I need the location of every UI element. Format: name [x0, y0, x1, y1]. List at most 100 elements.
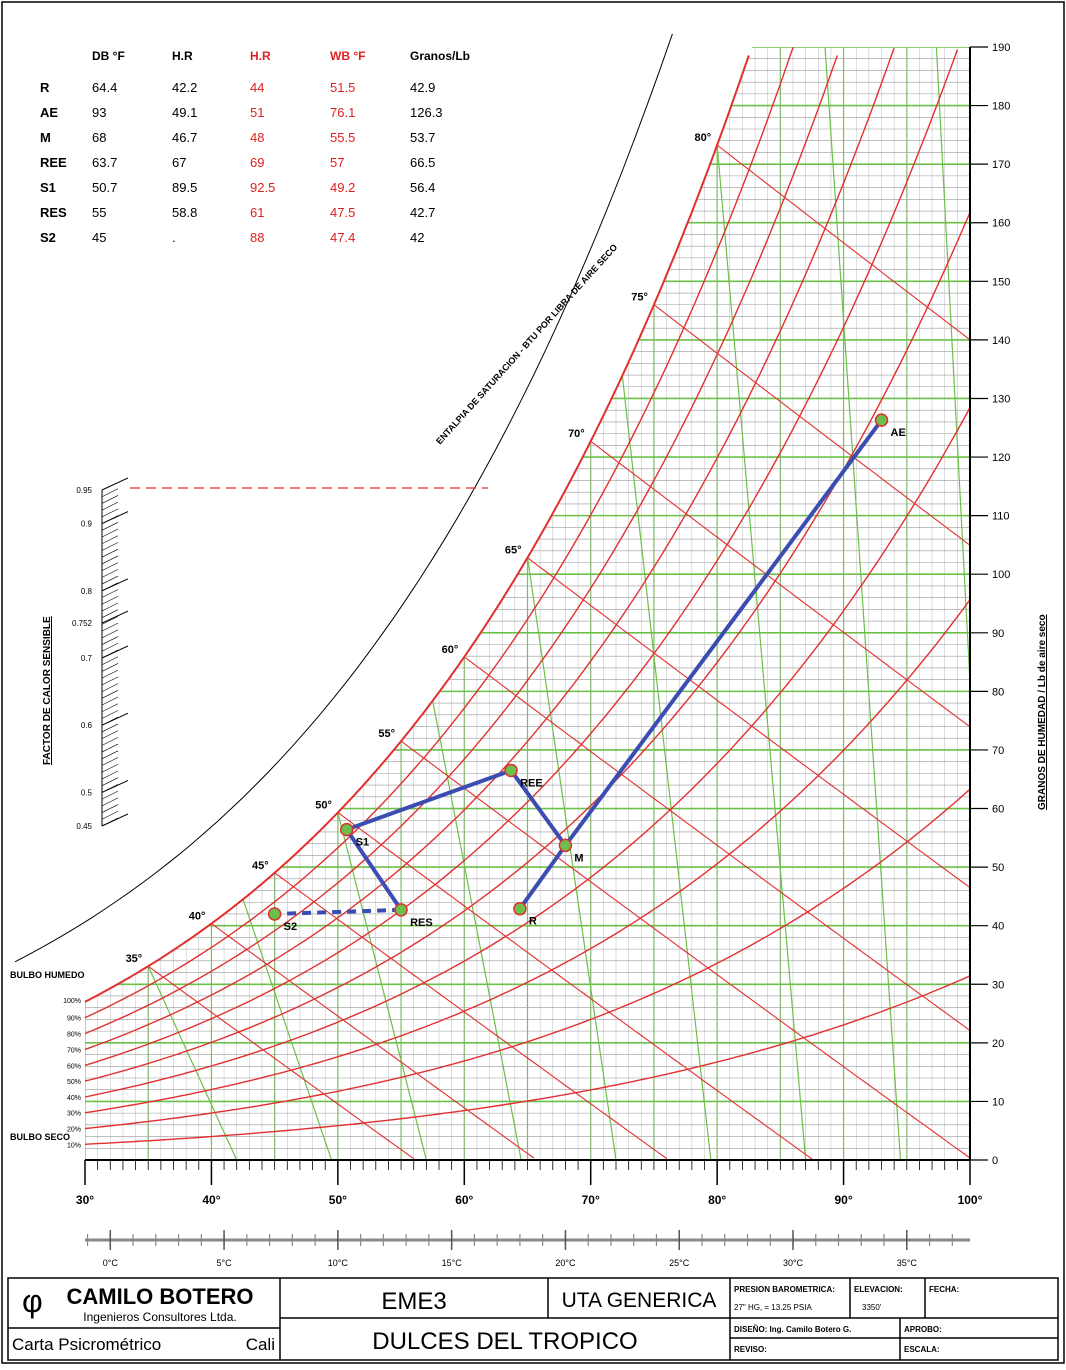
table-cell: 61	[250, 205, 264, 220]
shf-minor	[101, 562, 119, 571]
table-cell: .	[172, 230, 176, 245]
wet-bulb-line	[337, 812, 813, 1160]
table-cell: 47.4	[330, 230, 355, 245]
y-tick-label: 110	[992, 511, 1010, 523]
table-cell: 57	[330, 155, 344, 170]
process-line	[509, 769, 568, 847]
celsius-label: 10°C	[328, 1258, 349, 1268]
volume-line	[906, 47, 970, 1160]
rh-label: 80%	[67, 1032, 81, 1039]
table-cell: 45	[92, 230, 106, 245]
wet-bulb-line	[400, 740, 970, 1159]
y-tick-label: 90	[992, 628, 1004, 640]
shf-label: 0.6	[81, 721, 93, 730]
point-label: R	[529, 916, 537, 928]
shf-minor	[101, 716, 119, 726]
rh-curve	[84, 47, 895, 1051]
table-cell: S1	[40, 180, 56, 195]
chart-name: Carta Psicrométrico	[12, 1335, 161, 1354]
client: DULCES DEL TROPICO	[372, 1328, 637, 1355]
table-cell: 69	[250, 155, 264, 170]
shf-minor	[101, 663, 119, 672]
table-cell: 51	[250, 105, 264, 120]
point-label: M	[574, 852, 583, 864]
table-cell: 42	[410, 230, 424, 245]
wet-bulb-label: 60°	[442, 644, 459, 656]
table-cell: 49.1	[172, 105, 197, 120]
shf-label: 0.7	[81, 654, 93, 663]
table-cell: 50.7	[92, 180, 117, 195]
wet-bulb-line	[274, 872, 667, 1159]
state-point	[558, 838, 573, 853]
wet-bulb-label: 50°	[315, 800, 332, 812]
elevation-label: ELEVACION:	[854, 1285, 903, 1294]
table-cell: 93	[92, 105, 106, 120]
unit: UTA GENERICA	[562, 1289, 717, 1312]
shf-minor	[101, 750, 119, 760]
shf-minor	[101, 508, 119, 518]
shf-minor	[101, 669, 119, 679]
wet-bulb-line	[527, 557, 970, 889]
shf-tick	[101, 477, 129, 491]
volume-line	[337, 812, 427, 1160]
rh-curve	[84, 212, 971, 1082]
elevation: 3350'	[862, 1303, 882, 1312]
shf-minor	[101, 804, 119, 813]
state-point	[513, 901, 527, 916]
shf-minor	[101, 488, 119, 497]
volume-line	[621, 375, 712, 1160]
y-tick-label: 0	[992, 1155, 998, 1167]
shf-minor	[101, 676, 119, 686]
reviewed: REVISO:	[734, 1345, 767, 1354]
pressure: 27" HG, = 13.25 PSIA	[734, 1303, 812, 1312]
table-cell: RES	[40, 205, 67, 220]
shf-minor	[101, 770, 119, 780]
scale: ESCALA:	[904, 1345, 940, 1354]
rh-curve	[84, 47, 794, 1019]
title-block	[7, 1277, 1059, 1361]
celsius-label: 0°C	[103, 1258, 119, 1268]
table-cell: 68	[92, 130, 106, 145]
shf-minor	[101, 515, 119, 524]
table-cell: 89.5	[172, 180, 197, 195]
shf-minor	[101, 683, 119, 692]
pressure-label: PRESION BAROMETRICA:	[734, 1285, 835, 1294]
shf-minor	[101, 535, 119, 545]
shf-label: 0.45	[76, 822, 92, 831]
enthalpy-label: ENTALPIA DE SATURACION - BTU POR LIBRA D…	[434, 242, 619, 446]
wet-bulb-line	[463, 656, 970, 1031]
process-line	[346, 768, 512, 832]
rh-label: 40%	[67, 1095, 81, 1102]
shf-minor	[101, 784, 119, 793]
table-cell: 76.1	[330, 105, 355, 120]
shf-minor	[101, 595, 119, 605]
rh-curve	[84, 788, 971, 1130]
table-cell: 55	[92, 205, 106, 220]
y-tick-label: 130	[992, 393, 1010, 405]
wet-bulb-label: 45°	[252, 860, 269, 872]
table-cell: 49.2	[330, 180, 355, 195]
table-header: Granos/Lb	[410, 49, 470, 63]
company: CAMILO BOTERO	[67, 1284, 254, 1309]
wet-bulb-line	[653, 304, 970, 546]
x-tick-label: 30°	[76, 1193, 94, 1207]
point-label: REE	[520, 777, 543, 789]
table-header: H.R	[250, 49, 271, 63]
table-cell: S2	[40, 230, 56, 245]
table-cell: REE	[40, 155, 67, 170]
table-cell: 58.8	[172, 205, 197, 220]
shf-minor	[101, 629, 119, 639]
table-cell: 42.2	[172, 80, 197, 95]
shf-minor	[101, 777, 119, 786]
shf-minor	[101, 602, 119, 612]
table-cell: 51.5	[330, 80, 355, 95]
rh-label: 90%	[67, 1016, 81, 1023]
shf-minor	[101, 522, 119, 531]
table-header: WB °F	[330, 49, 365, 63]
shf-minor	[101, 811, 119, 820]
shf-label: 0.752	[72, 619, 93, 628]
celsius-label: 5°C	[217, 1258, 233, 1268]
table-cell: 67	[172, 155, 186, 170]
design: DISEÑO: Ing. Camilo Botero G.	[734, 1325, 851, 1334]
shf-minor	[101, 656, 119, 665]
